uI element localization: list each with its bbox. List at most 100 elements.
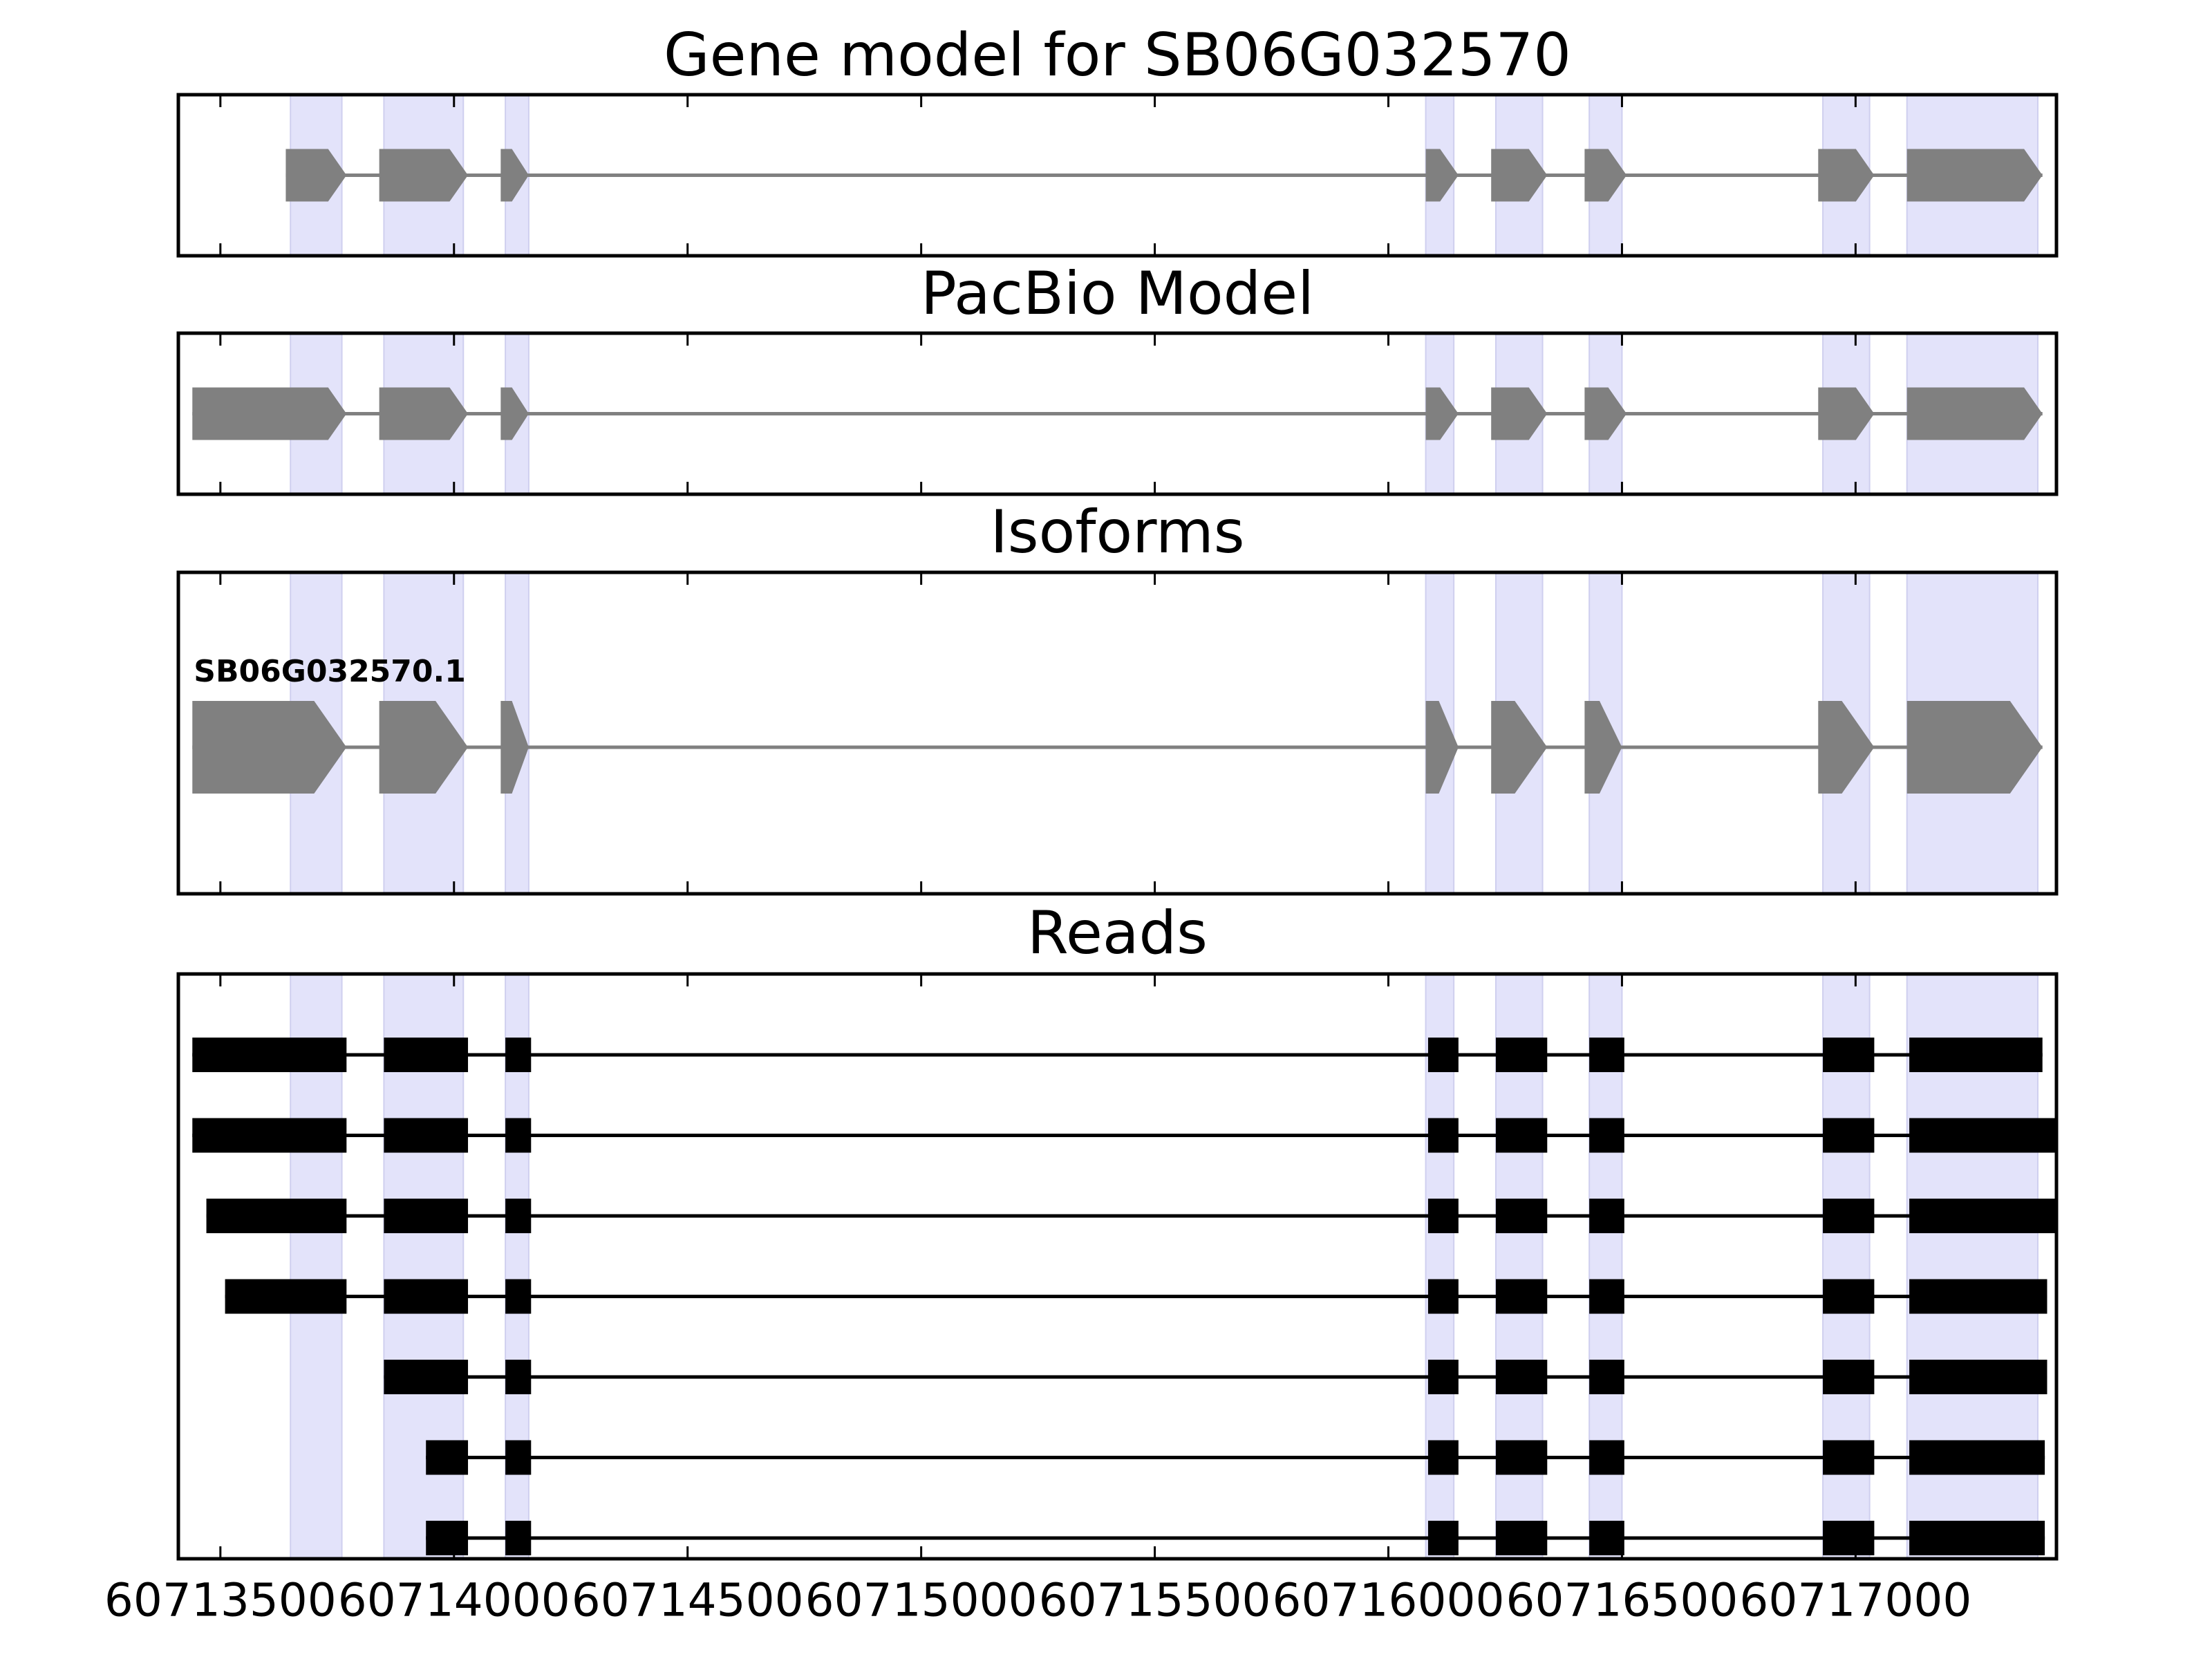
exon-arrow bbox=[1491, 701, 1548, 794]
read-block bbox=[1427, 1440, 1459, 1475]
read-block bbox=[1909, 1199, 2056, 1233]
read-block bbox=[1427, 1521, 1459, 1555]
exon-arrow bbox=[1425, 149, 1459, 202]
read-block bbox=[384, 1279, 469, 1314]
transcript-feature bbox=[192, 387, 2043, 440]
read-2 bbox=[192, 1118, 2056, 1153]
read-block bbox=[1823, 1038, 1875, 1072]
read-block bbox=[192, 1038, 347, 1072]
read-block bbox=[1427, 1199, 1459, 1233]
axes-frame bbox=[176, 570, 2059, 896]
x-tick-label: 60717000 bbox=[1739, 1574, 1971, 1627]
read-block bbox=[1495, 1440, 1548, 1475]
panel-model-1: PacBio Model bbox=[176, 259, 2059, 496]
read-block bbox=[1427, 1360, 1459, 1394]
read-block bbox=[505, 1521, 532, 1555]
x-tick-label: 60716000 bbox=[1273, 1574, 1505, 1627]
exon-arrow bbox=[379, 701, 469, 794]
read-block bbox=[1427, 1118, 1459, 1153]
read-block bbox=[1495, 1521, 1548, 1555]
panel-title: Gene model for SB06G032570 bbox=[664, 21, 1571, 90]
exon-arrow bbox=[1906, 701, 2043, 794]
exon-arrow bbox=[1818, 149, 1875, 202]
transcript-feature: SB06G032570.1 bbox=[192, 654, 2043, 794]
isoform-label: SB06G032570.1 bbox=[194, 654, 466, 689]
read-5 bbox=[384, 1360, 2047, 1394]
exon-arrow bbox=[285, 149, 347, 202]
read-block bbox=[505, 1360, 532, 1394]
exon-arrow bbox=[1584, 387, 1627, 440]
read-block bbox=[1823, 1360, 1875, 1394]
axes-frame bbox=[176, 972, 2059, 1561]
read-block bbox=[505, 1440, 532, 1475]
exon-arrow bbox=[1425, 701, 1459, 794]
exon-arrow bbox=[379, 387, 469, 440]
x-tick-label: 60716500 bbox=[1506, 1574, 1738, 1627]
read-block bbox=[426, 1521, 469, 1555]
read-block bbox=[1427, 1038, 1459, 1072]
read-block bbox=[426, 1440, 469, 1475]
read-block bbox=[384, 1360, 469, 1394]
read-block bbox=[192, 1118, 347, 1153]
panel-reads-3: Reads 60713500 60714000 60714500 60715000 607… bbox=[104, 899, 2059, 1627]
read-block bbox=[1495, 1279, 1548, 1314]
read-block bbox=[1909, 1038, 2043, 1072]
read-block bbox=[1427, 1279, 1459, 1314]
read-block bbox=[1909, 1440, 2045, 1475]
read-block bbox=[1909, 1521, 2045, 1555]
read-block bbox=[1823, 1279, 1875, 1314]
read-block bbox=[1495, 1038, 1548, 1072]
read-block bbox=[384, 1118, 469, 1153]
exon-arrow bbox=[500, 701, 529, 794]
read-block bbox=[1823, 1118, 1875, 1153]
axes-frame bbox=[176, 331, 2059, 496]
read-block bbox=[1589, 1279, 1624, 1314]
exon-arrow bbox=[192, 387, 347, 440]
read-6 bbox=[426, 1440, 2045, 1475]
panel-title: Reads bbox=[1027, 899, 1208, 968]
read-block bbox=[384, 1038, 469, 1072]
read-block bbox=[384, 1199, 469, 1233]
read-block bbox=[1495, 1199, 1548, 1233]
read-block bbox=[1589, 1440, 1624, 1475]
exon-arrow bbox=[1818, 387, 1875, 440]
read-block bbox=[505, 1279, 532, 1314]
read-block bbox=[1909, 1360, 2047, 1394]
read-3 bbox=[206, 1199, 2056, 1233]
exon-arrow bbox=[1425, 387, 1459, 440]
read-block bbox=[1589, 1521, 1624, 1555]
panel-title: Isoforms bbox=[990, 498, 1244, 567]
exon-arrow bbox=[500, 387, 529, 440]
transcript-feature bbox=[285, 149, 2043, 202]
read-block bbox=[505, 1118, 532, 1153]
axes-frame bbox=[176, 93, 2059, 258]
x-tick-label: 60714500 bbox=[572, 1574, 804, 1627]
read-1 bbox=[192, 1038, 2043, 1072]
read-block bbox=[206, 1199, 347, 1233]
exon-arrow bbox=[1491, 387, 1548, 440]
exon-arrow bbox=[1584, 701, 1622, 794]
read-block bbox=[225, 1279, 347, 1314]
exon-arrow bbox=[1906, 149, 2043, 202]
read-7 bbox=[426, 1521, 2045, 1555]
read-block bbox=[1909, 1118, 2056, 1153]
read-block bbox=[1589, 1199, 1624, 1233]
read-4 bbox=[225, 1279, 2047, 1314]
exon-arrow bbox=[1584, 149, 1627, 202]
exon-arrow bbox=[500, 149, 529, 202]
read-block bbox=[505, 1038, 532, 1072]
read-block bbox=[1589, 1118, 1624, 1153]
x-tick-label: 60715000 bbox=[805, 1574, 1038, 1627]
x-tick-label: 60714000 bbox=[338, 1574, 570, 1627]
read-block bbox=[1495, 1360, 1548, 1394]
exon-arrow bbox=[192, 701, 347, 794]
x-tick-label: 60713500 bbox=[104, 1574, 337, 1627]
read-block bbox=[1823, 1199, 1875, 1233]
exon-arrow bbox=[1818, 701, 1875, 794]
read-block bbox=[1589, 1038, 1624, 1072]
panel-isoform-2: Isoforms SB06G032570.1 bbox=[176, 498, 2059, 896]
exon-arrow bbox=[379, 149, 469, 202]
panel-model-0: Gene model for SB06G032570 bbox=[176, 21, 2059, 258]
read-block bbox=[1909, 1279, 2047, 1314]
